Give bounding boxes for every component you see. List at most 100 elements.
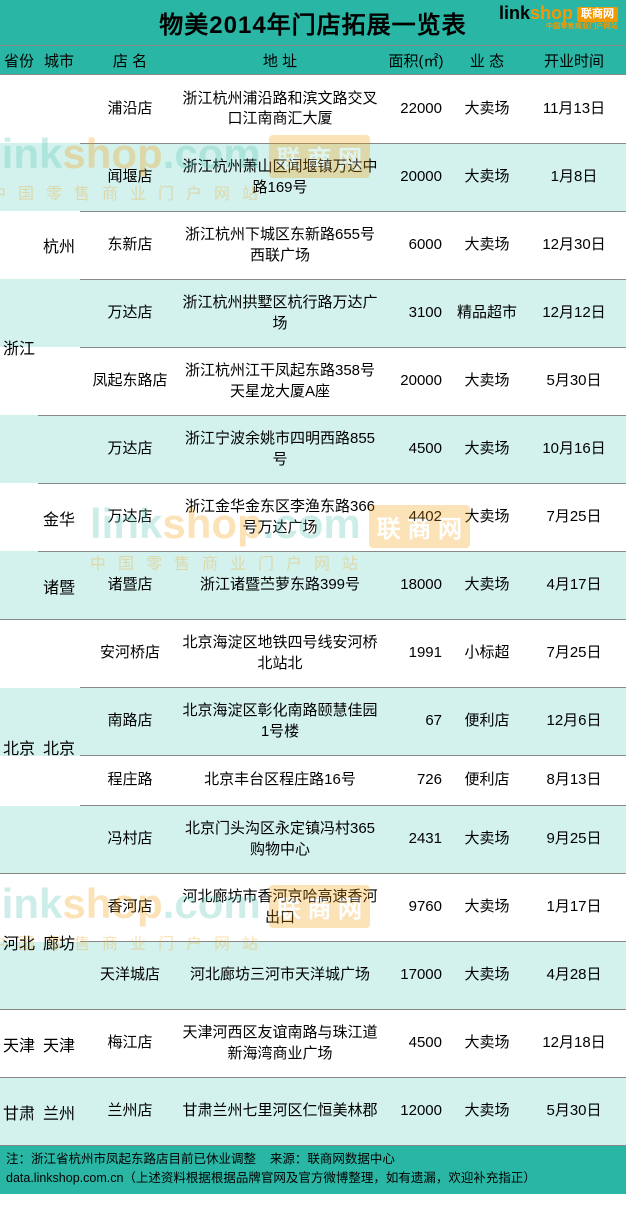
table-row: 南路店北京海淀区彰化南路颐慧佳园1号楼67便利店12月6日 bbox=[80, 687, 626, 755]
col-city: 城市 bbox=[38, 50, 80, 71]
table-header: 省份 城市 店 名 地 址 面积(㎡) 业 态 开业时间 bbox=[0, 46, 626, 74]
title-bar: 物美2014年门店拓展一览表 linkshop联商网 中国零售商业门户网站 bbox=[0, 0, 626, 46]
city-cell: 杭州 bbox=[38, 75, 80, 415]
store-area: 17000 bbox=[380, 942, 452, 1009]
store-open-date: 1月17日 bbox=[522, 874, 626, 941]
store-btype: 小标超 bbox=[452, 620, 522, 687]
city-cell bbox=[38, 415, 80, 483]
store-open-date: 11月13日 bbox=[522, 75, 626, 143]
store-name: 冯村店 bbox=[80, 806, 180, 873]
table-row: 万达店浙江杭州拱墅区杭行路万达广场3100精品超市12月12日 bbox=[80, 279, 626, 347]
store-btype: 大卖场 bbox=[452, 942, 522, 1009]
footer-line2: data.linkshop.com.cn（上述资料根据根据品牌官网及官方微博整理… bbox=[6, 1169, 620, 1188]
store-open-date: 5月30日 bbox=[522, 348, 626, 415]
store-area: 4402 bbox=[380, 484, 452, 551]
store-area: 22000 bbox=[380, 75, 452, 143]
table-row: 凤起东路店浙江杭州江干凤起东路358号天星龙大厦A座20000大卖场5月30日 bbox=[80, 347, 626, 415]
store-area: 20000 bbox=[380, 144, 452, 211]
province-cell: 河北 bbox=[0, 873, 38, 1009]
store-address: 河北廊坊市香河京哈高速香河出口 bbox=[180, 874, 380, 941]
col-province: 省份 bbox=[0, 50, 38, 71]
store-btype: 大卖场 bbox=[452, 144, 522, 211]
province-cell: 浙江 bbox=[0, 75, 38, 619]
store-btype: 便利店 bbox=[452, 688, 522, 755]
store-btype: 大卖场 bbox=[452, 348, 522, 415]
store-name: 浦沿店 bbox=[80, 75, 180, 143]
table-row: 浦沿店浙江杭州浦沿路和滨文路交叉口江南商汇大厦22000大卖场11月13日 bbox=[80, 75, 626, 143]
store-address: 天津河西区友谊南路与珠江道新海湾商业广场 bbox=[180, 1010, 380, 1077]
col-btype: 业 态 bbox=[452, 50, 522, 71]
city-cell: 兰州 bbox=[38, 1077, 80, 1145]
store-btype: 大卖场 bbox=[452, 416, 522, 483]
logo-sub: 中国零售商业门户网站 bbox=[499, 23, 618, 30]
store-open-date: 12月30日 bbox=[522, 212, 626, 279]
city-cell: 金华 bbox=[38, 483, 80, 551]
store-name: 南路店 bbox=[80, 688, 180, 755]
store-area: 3100 bbox=[380, 280, 452, 347]
province-cell: 北京 bbox=[0, 619, 38, 873]
store-address: 浙江杭州下城区东新路655号西联广场 bbox=[180, 212, 380, 279]
store-name: 闻堰店 bbox=[80, 144, 180, 211]
store-address: 北京海淀区地铁四号线安河桥北站北 bbox=[180, 620, 380, 687]
store-name: 程庄路 bbox=[80, 756, 180, 805]
store-name: 万达店 bbox=[80, 484, 180, 551]
store-btype: 大卖场 bbox=[452, 484, 522, 551]
store-address: 浙江金华金东区李渔东路366号万达广场 bbox=[180, 484, 380, 551]
table-row: 东新店浙江杭州下城区东新路655号西联广场6000大卖场12月30日 bbox=[80, 211, 626, 279]
store-open-date: 7月25日 bbox=[522, 620, 626, 687]
table-row: 安河桥店北京海淀区地铁四号线安河桥北站北1991小标超7月25日 bbox=[80, 619, 626, 687]
table-row: 程庄路北京丰台区程庄路16号726便利店8月13日 bbox=[80, 755, 626, 805]
store-address: 浙江宁波余姚市四明西路855号 bbox=[180, 416, 380, 483]
store-area: 9760 bbox=[380, 874, 452, 941]
store-address: 河北廊坊三河市天洋城广场 bbox=[180, 942, 380, 1009]
table-row: 万达店浙江宁波余姚市四明西路855号4500大卖场10月16日 bbox=[80, 415, 626, 483]
store-area: 2431 bbox=[380, 806, 452, 873]
table-row: 闻堰店浙江杭州萧山区闻堰镇万达中路169号20000大卖场1月8日 bbox=[80, 143, 626, 211]
store-btype: 大卖场 bbox=[452, 75, 522, 143]
table-row: 香河店河北廊坊市香河京哈高速香河出口9760大卖场1月17日 bbox=[80, 873, 626, 941]
brand-logo: linkshop联商网 中国零售商业门户网站 bbox=[499, 4, 618, 30]
store-address: 北京海淀区彰化南路颐慧佳园1号楼 bbox=[180, 688, 380, 755]
store-open-date: 12月6日 bbox=[522, 688, 626, 755]
table-row: 天洋城店河北廊坊三河市天洋城广场17000大卖场4月28日 bbox=[80, 941, 626, 1009]
store-area: 726 bbox=[380, 756, 452, 805]
store-address: 浙江杭州江干凤起东路358号天星龙大厦A座 bbox=[180, 348, 380, 415]
logo-accent: shop bbox=[530, 3, 573, 23]
store-open-date: 10月16日 bbox=[522, 416, 626, 483]
city-cell: 诸暨 bbox=[38, 551, 80, 619]
store-address: 北京门头沟区永定镇冯村365购物中心 bbox=[180, 806, 380, 873]
footer-note: 注：浙江省杭州市凤起东路店目前已休业调整 来源：联商网数据中心 data.lin… bbox=[0, 1145, 626, 1194]
store-address: 甘肃兰州七里河区仁恒美林郡 bbox=[180, 1078, 380, 1145]
table-row: 诸暨店浙江诸暨苎萝东路399号18000大卖场4月17日 bbox=[80, 551, 626, 619]
store-btype: 大卖场 bbox=[452, 874, 522, 941]
store-name: 万达店 bbox=[80, 280, 180, 347]
store-btype: 精品超市 bbox=[452, 280, 522, 347]
col-area: 面积(㎡) bbox=[380, 50, 452, 71]
col-address: 地 址 bbox=[180, 50, 380, 71]
store-address: 浙江诸暨苎萝东路399号 bbox=[180, 552, 380, 619]
store-open-date: 8月13日 bbox=[522, 756, 626, 805]
store-area: 4500 bbox=[380, 1010, 452, 1077]
store-open-date: 12月12日 bbox=[522, 280, 626, 347]
store-open-date: 1月8日 bbox=[522, 144, 626, 211]
page-title: 物美2014年门店拓展一览表 bbox=[159, 5, 466, 40]
store-area: 1991 bbox=[380, 620, 452, 687]
store-area: 6000 bbox=[380, 212, 452, 279]
store-address: 北京丰台区程庄路16号 bbox=[180, 756, 380, 805]
store-name: 万达店 bbox=[80, 416, 180, 483]
table-row: 万达店浙江金华金东区李渔东路366号万达广场4402大卖场7月25日 bbox=[80, 483, 626, 551]
store-name: 兰州店 bbox=[80, 1078, 180, 1145]
store-area: 12000 bbox=[380, 1078, 452, 1145]
table-row: 冯村店北京门头沟区永定镇冯村365购物中心2431大卖场9月25日 bbox=[80, 805, 626, 873]
store-open-date: 5月30日 bbox=[522, 1078, 626, 1145]
city-cell: 廊坊 bbox=[38, 873, 80, 1009]
store-address: 浙江杭州拱墅区杭行路万达广场 bbox=[180, 280, 380, 347]
logo-main: link bbox=[499, 3, 530, 23]
store-address: 浙江杭州萧山区闻堰镇万达中路169号 bbox=[180, 144, 380, 211]
table-body: 浙江北京河北天津甘肃 杭州金华诸暨北京廊坊天津兰州 浦沿店浙江杭州浦沿路和滨文路… bbox=[0, 74, 626, 1145]
store-name: 香河店 bbox=[80, 874, 180, 941]
store-open-date: 9月25日 bbox=[522, 806, 626, 873]
store-address: 浙江杭州浦沿路和滨文路交叉口江南商汇大厦 bbox=[180, 75, 380, 143]
footer-source: 来源：联商网数据中心 bbox=[270, 1152, 395, 1166]
store-name: 东新店 bbox=[80, 212, 180, 279]
